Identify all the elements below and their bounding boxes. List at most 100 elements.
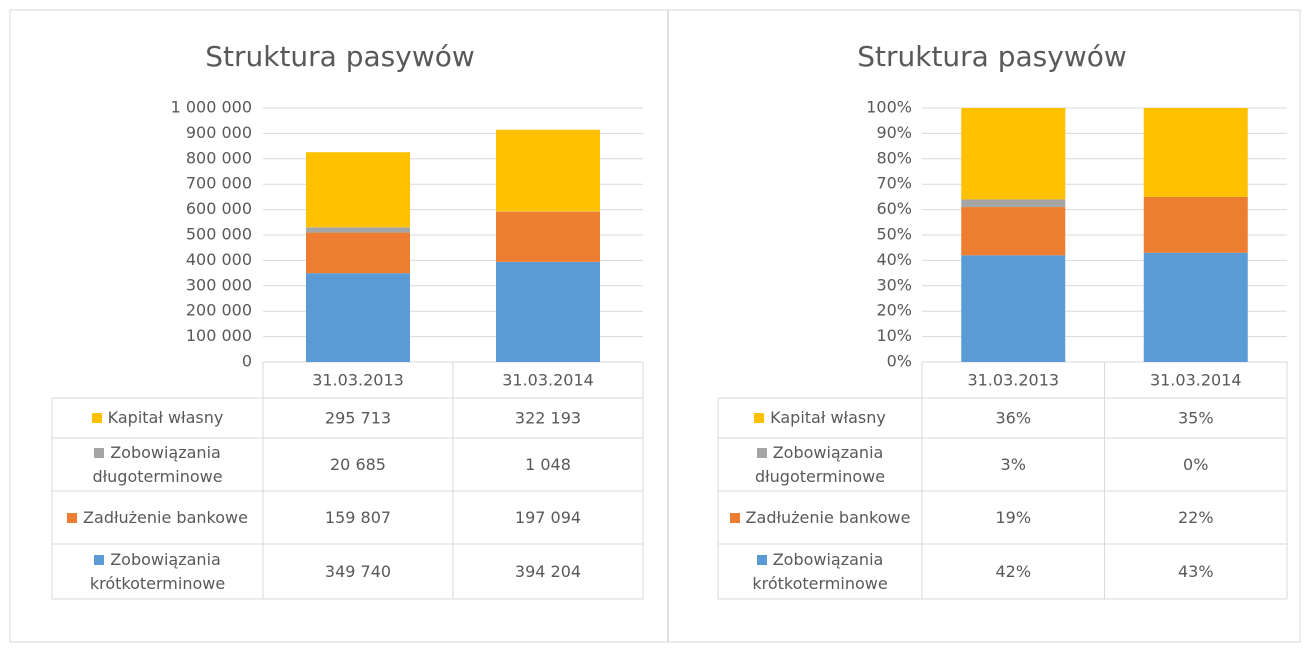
bar-segment xyxy=(1143,108,1248,197)
y-tick-label: 20% xyxy=(876,301,912,320)
table-value: 20 685 xyxy=(330,455,386,474)
y-tick-label: 100 000 xyxy=(186,326,252,345)
y-tick-label: 1 000 000 xyxy=(171,98,252,117)
legend-item: Kapitał własny xyxy=(754,406,886,429)
legend-label: Zadłużenie bankowe xyxy=(745,507,911,527)
legend-entry: Zobowiązania krótkoterminowe xyxy=(52,544,263,599)
legend-swatch xyxy=(67,512,78,523)
y-tick-label: 300 000 xyxy=(186,275,252,294)
y-tick-label: 100% xyxy=(866,98,912,117)
legend-swatch xyxy=(754,413,765,424)
bar-segment xyxy=(306,227,410,233)
y-tick-label: 30% xyxy=(876,275,912,294)
table-value: 1 048 xyxy=(525,455,571,474)
bar-segment xyxy=(1143,196,1248,253)
table-value: 35% xyxy=(1178,409,1214,428)
bar-segment xyxy=(961,108,1066,200)
table-value: 19% xyxy=(995,508,1031,527)
legend-entry: Zobowiązania długoterminowe xyxy=(52,438,263,491)
category-label: 31.03.2013 xyxy=(967,371,1059,390)
chart-title: Struktura pasywów xyxy=(205,40,475,73)
y-tick-label: 70% xyxy=(876,174,912,193)
category-label: 31.03.2014 xyxy=(502,371,594,390)
bar-segment xyxy=(306,232,410,274)
y-tick-label: 500 000 xyxy=(186,225,252,244)
legend-cell: Zadłużenie bankowe xyxy=(718,491,922,544)
legend-label: Kapitał własny xyxy=(770,408,886,428)
legend-cell: Zobowiązania długoterminowe xyxy=(52,438,263,491)
legend-label: Zobowiązania krótkoterminowe xyxy=(752,550,888,593)
y-tick-label: 90% xyxy=(876,123,912,142)
y-tick-label: 200 000 xyxy=(186,301,252,320)
legend-item: Zobowiązania długoterminowe xyxy=(722,441,918,487)
y-tick-label: 50% xyxy=(876,225,912,244)
y-tick-label: 80% xyxy=(876,148,912,167)
legend-swatch xyxy=(94,555,105,566)
legend-swatch xyxy=(756,448,767,459)
bar-segment xyxy=(496,261,600,362)
legend-item: Zobowiązania krótkoterminowe xyxy=(56,548,259,594)
bar-segment xyxy=(961,207,1066,256)
legend-item: Zadłużenie bankowe xyxy=(67,506,248,529)
bar-segment xyxy=(1143,252,1248,362)
table-value: 22% xyxy=(1178,508,1214,527)
y-tick-label: 400 000 xyxy=(186,250,252,269)
bar-segment xyxy=(961,199,1066,208)
legend-cell: Kapitał własny xyxy=(718,398,922,438)
table-value: 295 713 xyxy=(325,409,391,428)
frame xyxy=(9,9,1301,643)
bar-segment xyxy=(496,129,600,212)
legend-label: Zobowiązania długoterminowe xyxy=(92,443,223,486)
legend-swatch xyxy=(91,413,102,424)
table-value: 197 094 xyxy=(515,508,581,527)
legend-entry: Zadłużenie bankowe xyxy=(718,491,922,544)
y-tick-label: 60% xyxy=(876,199,912,218)
category-label: 31.03.2013 xyxy=(312,371,404,390)
legend-entry: Zobowiązania krótkoterminowe xyxy=(718,544,922,599)
legend-label: Kapitał własny xyxy=(107,408,224,428)
legend-swatch xyxy=(729,512,740,523)
table-value: 43% xyxy=(1178,562,1214,581)
legend-cell: Zobowiązania krótkoterminowe xyxy=(718,544,922,599)
y-tick-label: 600 000 xyxy=(186,199,252,218)
y-tick-label: 0% xyxy=(887,352,912,371)
y-tick-label: 900 000 xyxy=(186,123,252,142)
bar-segment xyxy=(961,255,1066,362)
legend-cell: Kapitał własny xyxy=(52,398,263,438)
y-tick-label: 10% xyxy=(876,326,912,345)
legend-label: Zobowiązania krótkoterminowe xyxy=(89,550,226,593)
bar-segment xyxy=(306,152,410,228)
table-value: 36% xyxy=(995,409,1031,428)
y-tick-label: 40% xyxy=(876,250,912,269)
legend-label: Zobowiązania długoterminowe xyxy=(754,443,886,486)
table-value: 322 193 xyxy=(515,409,581,428)
legend-cell: Zobowiązania krótkoterminowe xyxy=(52,544,263,599)
legend-item: Zadłużenie bankowe xyxy=(729,506,911,529)
legend-entry: Kapitał własny xyxy=(52,398,263,438)
y-tick-label: 0 xyxy=(242,352,252,371)
legend-entry: Kapitał własny xyxy=(718,398,922,438)
table-value: 3% xyxy=(1001,455,1026,474)
legend-item: Zobowiązania krótkoterminowe xyxy=(722,548,918,594)
y-tick-label: 800 000 xyxy=(186,148,252,167)
table-value: 349 740 xyxy=(325,562,391,581)
legend-swatch xyxy=(94,448,105,459)
y-tick-label: 700 000 xyxy=(186,174,252,193)
legend-label: Zadłużenie bankowe xyxy=(83,507,248,527)
legend-entry: Zadłużenie bankowe xyxy=(52,491,263,544)
category-label: 31.03.2014 xyxy=(1150,371,1242,390)
bar-segment xyxy=(496,211,600,262)
legend-swatch xyxy=(756,555,767,566)
chart-title: Struktura pasywów xyxy=(857,40,1127,73)
table-value: 159 807 xyxy=(325,508,391,527)
bar-segment xyxy=(306,273,410,362)
table-value: 0% xyxy=(1183,455,1208,474)
table-value: 394 204 xyxy=(515,562,581,581)
table-value: 42% xyxy=(995,562,1031,581)
legend-cell: Zobowiązania długoterminowe xyxy=(718,438,922,491)
legend-entry: Zobowiązania długoterminowe xyxy=(718,438,922,491)
legend-item: Kapitał własny xyxy=(91,406,224,429)
legend-cell: Zadłużenie bankowe xyxy=(52,491,263,544)
legend-item: Zobowiązania długoterminowe xyxy=(56,441,259,487)
